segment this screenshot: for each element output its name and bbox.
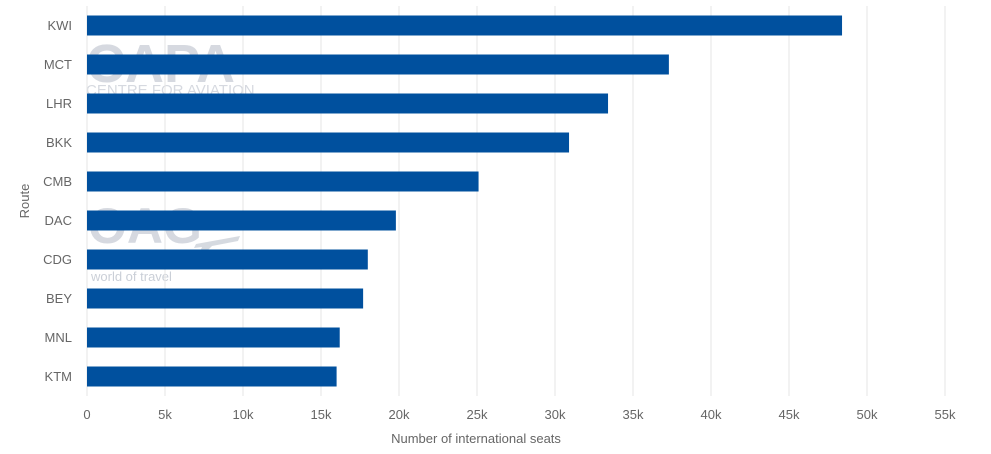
- y-tick-label: DAC: [45, 213, 72, 228]
- x-tick-label: 30k: [545, 407, 566, 422]
- y-tick-label: KWI: [47, 18, 72, 33]
- x-tick-label: 5k: [158, 407, 172, 422]
- bar-cdg[interactable]: [87, 249, 368, 270]
- y-tick-label: BKK: [46, 135, 72, 150]
- bars: [87, 15, 843, 387]
- bar-dac[interactable]: [87, 210, 396, 231]
- x-axis-title: Number of international seats: [391, 431, 561, 446]
- x-tick-label: 40k: [701, 407, 722, 422]
- y-tick-label: LHR: [46, 96, 72, 111]
- y-tick-label: CMB: [43, 174, 72, 189]
- x-tick-label: 45k: [779, 407, 800, 422]
- bar-bkk[interactable]: [87, 132, 570, 153]
- y-tick-labels: KWI MCT LHR BKK CMB DAC CDG BEY MNL KTM: [43, 18, 72, 384]
- oag-tagline-watermark: world of travel: [90, 269, 172, 284]
- x-tick-label: 35k: [623, 407, 644, 422]
- y-tick-label: CDG: [43, 252, 72, 267]
- bar-mct[interactable]: [87, 54, 669, 75]
- x-tick-label: 20k: [389, 407, 410, 422]
- bar-bey[interactable]: [87, 288, 364, 309]
- bar-cmb[interactable]: [87, 171, 479, 192]
- bar-ktm[interactable]: [87, 366, 337, 387]
- y-tick-label: KTM: [45, 369, 72, 384]
- y-axis-title: Route: [17, 184, 32, 219]
- x-tick-label: 55k: [935, 407, 956, 422]
- y-tick-label: MCT: [44, 57, 72, 72]
- bar-mnl[interactable]: [87, 327, 340, 348]
- y-tick-label: BEY: [46, 291, 72, 306]
- x-tick-labels: 0 5k 10k 15k 20k 25k 30k 35k 40k 45k 50k 55k: [83, 407, 956, 422]
- x-tick-label: 10k: [233, 407, 254, 422]
- bar-kwi[interactable]: [87, 15, 843, 36]
- x-tick-label: 15k: [311, 407, 332, 422]
- x-tick-label: 0: [83, 407, 90, 422]
- y-tick-label: MNL: [45, 330, 72, 345]
- bar-lhr[interactable]: [87, 93, 609, 114]
- x-tick-label: 50k: [857, 407, 878, 422]
- x-tick-label: 25k: [467, 407, 488, 422]
